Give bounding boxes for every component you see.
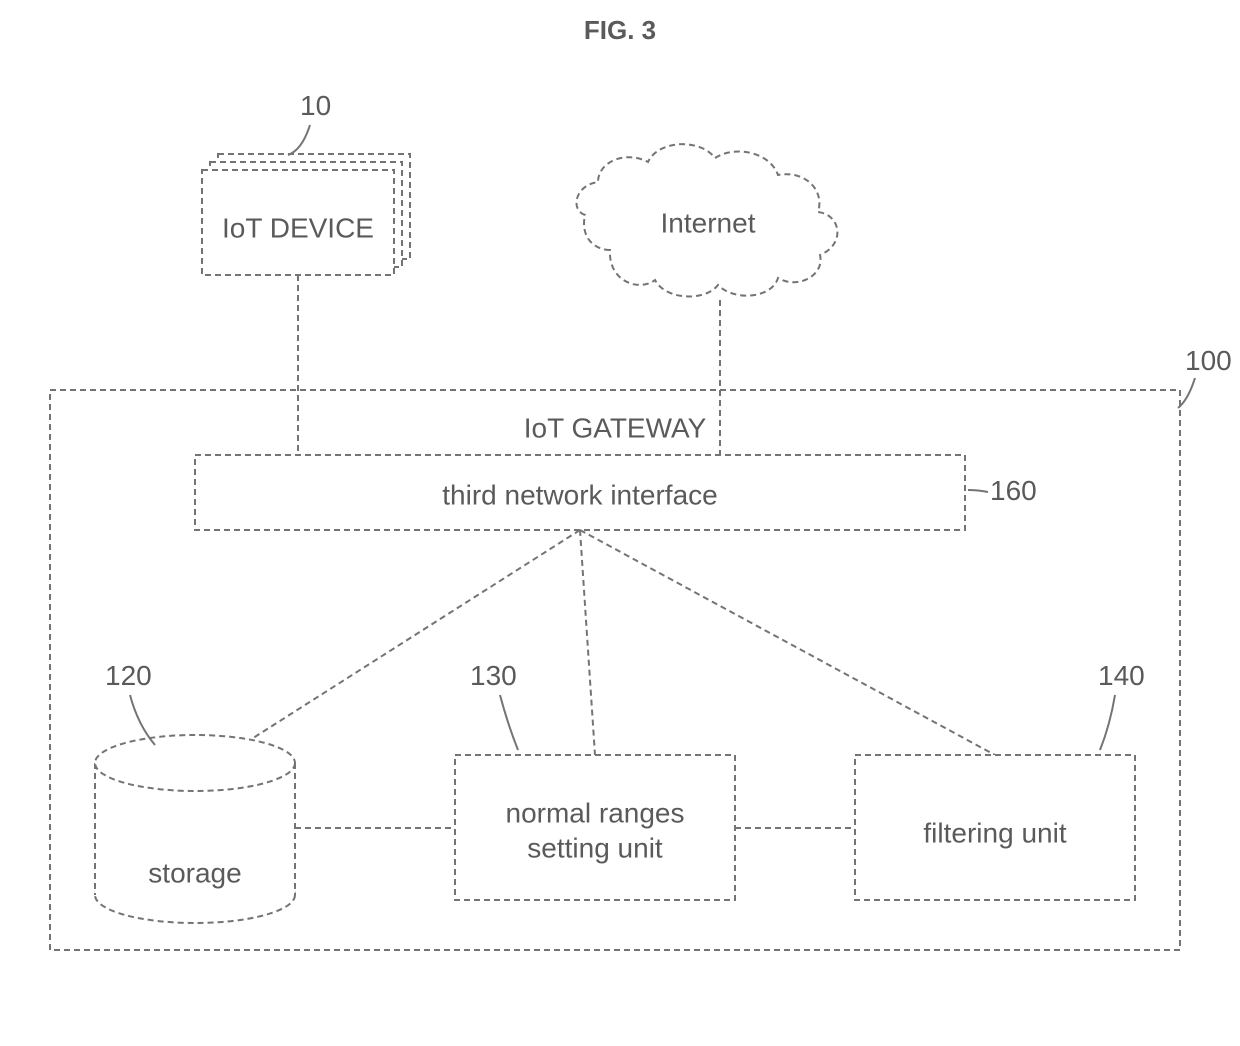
iot-device-label: IoT DEVICE [222, 212, 374, 243]
ref-140-leader [1100, 695, 1115, 750]
gateway-label: IoT GATEWAY [524, 412, 707, 443]
interface-label: third network interface [442, 479, 717, 510]
diagram-container: FIG. 3 IoT DEVICE 10 Internet IoT GATEWA… [0, 0, 1240, 1046]
storage-top [95, 735, 295, 791]
internet-label: Internet [661, 207, 756, 238]
ref-10: 10 [300, 90, 331, 121]
filtering-label: filtering unit [923, 817, 1066, 848]
ref-160: 160 [990, 475, 1037, 506]
storage-label: storage [148, 857, 241, 888]
ref-120: 120 [105, 660, 152, 691]
iot-device-group: IoT DEVICE [202, 154, 410, 275]
ref-10-leader [288, 125, 310, 155]
ref-100: 100 [1185, 345, 1232, 376]
line-interface-storage [195, 530, 580, 775]
storage-group: storage [95, 735, 295, 923]
line-interface-filtering [580, 530, 995, 755]
ref-140: 140 [1098, 660, 1145, 691]
normal-ranges-label-1: normal ranges [506, 797, 685, 828]
diagram-svg: IoT DEVICE 10 Internet IoT GATEWAY 100 t… [0, 0, 1240, 1046]
normal-ranges-label-2: setting unit [527, 832, 663, 863]
ref-130: 130 [470, 660, 517, 691]
line-interface-normal [580, 530, 595, 755]
ref-130-leader [500, 695, 518, 750]
cloud-group: Internet [576, 144, 837, 296]
ref-160-leader [968, 490, 988, 492]
